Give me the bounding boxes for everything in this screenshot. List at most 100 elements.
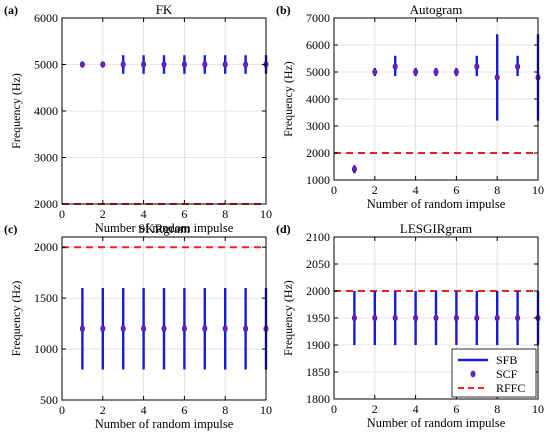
- scf-point: [181, 61, 187, 68]
- x-axis-label: Number of random impulse: [95, 221, 234, 235]
- scf-point: [453, 68, 459, 76]
- y-tick-label: 2000: [306, 284, 330, 298]
- x-tick-label: 4: [413, 183, 419, 197]
- x-tick-label: 6: [181, 403, 187, 417]
- x-tick-label: 8: [494, 402, 500, 416]
- x-tick-label: 6: [453, 402, 459, 416]
- x-tick-label: 2: [100, 207, 106, 221]
- x-tick-label: 10: [260, 207, 272, 221]
- x-tick-label: 10: [532, 402, 544, 416]
- y-tick-label: 1900: [306, 338, 330, 352]
- x-tick-label: 4: [141, 403, 147, 417]
- x-tick-label: 0: [331, 183, 337, 197]
- panel-label: (d): [276, 222, 291, 236]
- x-tick-label: 0: [59, 207, 65, 221]
- y-tick-label: 1000: [34, 342, 58, 356]
- panel-label: (a): [4, 3, 18, 17]
- scf-point: [351, 165, 357, 173]
- y-tick-label: 2000: [34, 197, 58, 211]
- x-tick-label: 2: [372, 183, 378, 197]
- x-tick-label: 4: [413, 402, 419, 416]
- y-tick-label: 2000: [34, 240, 58, 254]
- scf-point: [372, 314, 378, 322]
- x-tick-label: 6: [453, 183, 459, 197]
- x-tick-label: 0: [331, 402, 337, 416]
- legend-entry: SFB: [496, 353, 517, 367]
- scf-point: [392, 63, 398, 70]
- y-tick-label: 1800: [306, 392, 330, 406]
- scf-point: [222, 61, 228, 68]
- scf-point: [79, 61, 85, 68]
- panel-3: 0 2 4 6 8 10 500 1000 1500 2000 SKRgram (c) Number o…: [4, 221, 272, 431]
- scf-point: [141, 325, 147, 332]
- x-tick-label: 8: [494, 183, 500, 197]
- y-axis-label: Frequency (Hz): [9, 281, 23, 357]
- y-tick-label: 1000: [306, 173, 330, 187]
- y-tick-label: 2000: [306, 146, 330, 160]
- panel-4: 0 2 4 6 8 10 1800 1850 1900 1950 2000 2050 2100 LESGI…: [276, 221, 544, 430]
- scf-point: [100, 61, 106, 68]
- y-tick-label: 1950: [306, 311, 330, 325]
- y-axis-label: Frequency (Hz): [281, 280, 295, 356]
- scf-point: [413, 314, 419, 322]
- x-tick-label: 4: [141, 207, 147, 221]
- scf-point: [474, 63, 480, 70]
- panel-title: LESGIRgram: [400, 221, 472, 236]
- panel-title: SKRgram: [138, 221, 190, 236]
- scf-point: [433, 68, 439, 76]
- x-axis-label: Number of random impulse: [367, 416, 506, 430]
- legend-entry: RFFC: [496, 381, 525, 395]
- scf-point: [494, 314, 500, 322]
- scf-point: [494, 74, 500, 81]
- x-tick-label: 10: [532, 183, 544, 197]
- scf-point: [202, 61, 208, 68]
- scf-point: [243, 61, 249, 68]
- x-tick-label: 8: [222, 403, 228, 417]
- x-tick-label: 0: [59, 403, 65, 417]
- scf-point: [243, 325, 249, 332]
- scf-point: [351, 314, 357, 322]
- scf-point: [515, 314, 521, 322]
- y-tick-label: 3000: [34, 151, 58, 165]
- scf-point: [79, 325, 85, 332]
- scf-point: [202, 325, 208, 332]
- scf-point: [222, 325, 228, 332]
- scf-point: [372, 68, 378, 76]
- scf-point: [433, 314, 439, 322]
- scf-point: [161, 325, 167, 332]
- scf-point: [392, 314, 398, 322]
- panel-2: 0 2 4 6 8 10 1000 2000 3000 4000 5000 6000 7000 Autog…: [276, 2, 544, 211]
- x-axis-label: Number of random impulse: [95, 417, 234, 431]
- legend-scf-swatch: [470, 370, 476, 378]
- legend-box: [451, 348, 537, 398]
- panel-label: (c): [4, 222, 17, 236]
- scf-point: [161, 61, 167, 68]
- legend-entry: SCF: [496, 367, 518, 381]
- scf-point: [453, 314, 459, 322]
- panel-1: 0 2 4 6 8 10 2000 3000 4000 5000 6000 FK (a) Number o…: [4, 2, 272, 235]
- x-tick-label: 10: [260, 403, 272, 417]
- y-tick-label: 3000: [306, 119, 330, 133]
- y-tick-label: 5000: [306, 65, 330, 79]
- scf-point: [100, 325, 106, 332]
- y-axis-label: Frequency (Hz): [9, 73, 23, 149]
- x-tick-label: 2: [100, 403, 106, 417]
- y-tick-label: 6000: [34, 11, 58, 25]
- x-tick-label: 8: [222, 207, 228, 221]
- x-tick-label: 2: [372, 402, 378, 416]
- y-tick-label: 5000: [34, 58, 58, 72]
- x-tick-label: 6: [181, 207, 187, 221]
- scf-point: [120, 325, 126, 332]
- scf-point: [120, 61, 126, 68]
- y-tick-label: 1500: [34, 291, 58, 305]
- panel-label: (b): [276, 3, 291, 17]
- y-axis-label: Frequency (Hz): [281, 61, 295, 137]
- y-tick-label: 2100: [306, 230, 330, 244]
- x-axis-label: Number of random impulse: [367, 197, 506, 211]
- scf-point: [181, 325, 187, 332]
- y-tick-label: 4000: [34, 104, 58, 118]
- y-tick-label: 2050: [306, 257, 330, 271]
